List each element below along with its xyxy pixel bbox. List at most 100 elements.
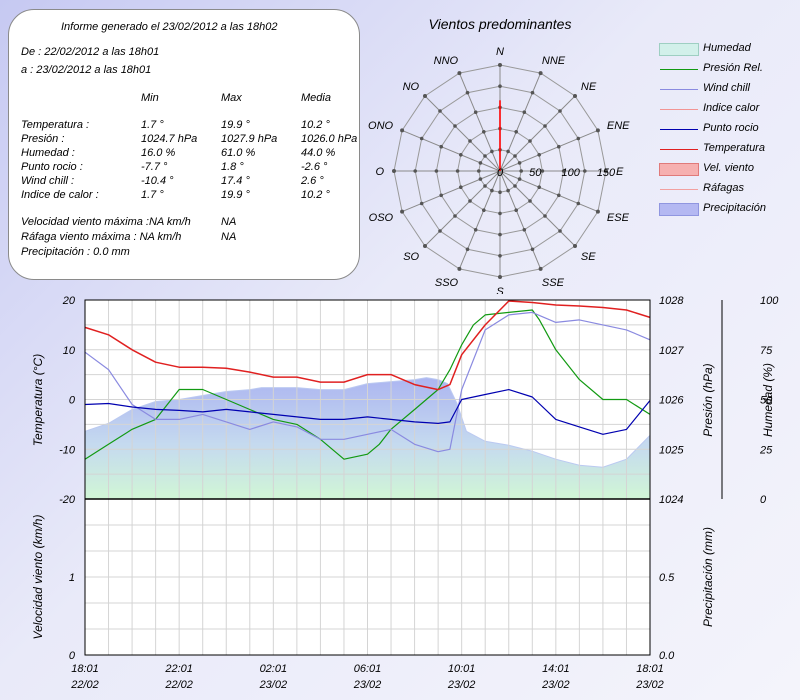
wind-rose-node xyxy=(561,169,566,173)
wind-rose-spoke xyxy=(499,170,542,270)
humidity-tick: 50 xyxy=(760,395,773,407)
temperature-tick: -10 xyxy=(59,444,76,456)
wind-direction-label: SSE xyxy=(542,277,565,289)
report-panel: Informe generado el 23/02/2012 a las 18h… xyxy=(8,9,360,280)
wind-rose-node xyxy=(528,199,532,203)
wind-rose-node xyxy=(438,229,442,233)
stats-label: Presión : xyxy=(21,133,65,145)
wind-rose-radial-tick: 50 xyxy=(529,167,542,179)
wind-rose-node xyxy=(482,208,486,212)
wind-rose-node xyxy=(459,185,463,189)
wind-rose-node xyxy=(423,94,427,98)
wind-rose-node xyxy=(498,63,502,67)
time-tick-label: 02:01 xyxy=(260,663,288,675)
date-tick-label: 23/02 xyxy=(353,679,382,691)
time-tick-label: 10:01 xyxy=(448,663,476,675)
stats-avg: 1026.0 hPa xyxy=(301,133,358,145)
wind-rose-node xyxy=(498,211,502,216)
stats-avg: -2.6 ° xyxy=(301,161,328,173)
legend-swatch xyxy=(660,69,698,70)
humidity-axis-title: Humedad (%) xyxy=(761,363,775,437)
wind-direction-label: O xyxy=(375,166,384,178)
wind-rose-node xyxy=(519,169,523,173)
pressure-tick: 1028 xyxy=(659,295,684,307)
wind-rose-node xyxy=(498,254,502,258)
legend-swatch xyxy=(659,203,699,216)
wind-direction-label: N xyxy=(496,46,504,58)
legend-swatch xyxy=(659,163,699,176)
wind-rose-node xyxy=(498,190,502,194)
wind-direction-label: E xyxy=(616,166,624,178)
wind-max-value: NA xyxy=(221,216,237,228)
series-line xyxy=(84,311,651,453)
legend-swatch xyxy=(660,189,698,190)
wind-rose-node xyxy=(595,209,600,214)
wind-rose-spoke xyxy=(499,170,576,247)
temperature-tick: 0 xyxy=(69,395,76,407)
wind-direction-label: NNE xyxy=(542,55,566,67)
wind-rose-node xyxy=(477,169,481,173)
legend-label: Presión Rel. xyxy=(703,62,763,74)
time-tick-label: 06:01 xyxy=(354,663,382,675)
wind-rose-node xyxy=(419,136,424,141)
wind-rose-node xyxy=(540,169,545,173)
wind-direction-label: NO xyxy=(403,81,420,93)
wind-rose-radial-tick: 0 xyxy=(497,167,504,179)
wind-rose-node xyxy=(514,130,518,134)
wind-rose-node xyxy=(498,275,502,279)
wind-direction-label: OSO xyxy=(369,212,394,224)
wind-direction-label: SSO xyxy=(435,277,459,289)
temperature-axis-title: Temperatura (°C) xyxy=(31,354,45,446)
wind-rose-node xyxy=(400,209,405,214)
wind-rose-node xyxy=(413,169,418,173)
wind-rose-node xyxy=(453,124,457,128)
legend-swatch xyxy=(660,89,698,90)
stats-min: 1.7 ° xyxy=(141,189,164,201)
stats-avg: 44.0 % xyxy=(301,147,336,159)
wind-rose-spoke xyxy=(499,129,599,172)
wind-rose-node xyxy=(453,214,457,218)
wind-rose-node xyxy=(490,149,494,154)
legend-label: Temperatura xyxy=(703,142,765,154)
gust-max-value: NA xyxy=(221,231,237,243)
wind-rose-node xyxy=(457,266,462,271)
wind-rose-node xyxy=(506,188,510,193)
wind-rose-node xyxy=(506,149,510,154)
wind-rose-node xyxy=(543,124,547,128)
pressure-tick: 1027 xyxy=(659,345,684,357)
wind-rose-node xyxy=(604,169,608,173)
pressure-axis-title: Presión (hPa) xyxy=(701,363,715,436)
legend-label: Punto rocio xyxy=(703,122,759,134)
legend-label: Precipitación xyxy=(703,202,766,214)
wind-rose-node xyxy=(576,136,581,141)
wind-tick: 1 xyxy=(69,572,75,584)
legend-label: Ráfagas xyxy=(703,182,744,194)
series-line xyxy=(84,389,651,435)
wind-rose-node xyxy=(392,169,396,173)
wind-rose-node xyxy=(558,109,562,113)
wind-rose-node xyxy=(455,169,460,173)
stats-min: 1.7 ° xyxy=(141,119,164,131)
wind-precip-plot: 100.50.018:0122/0222:0122/0202:0123/0206… xyxy=(69,498,675,691)
wind-axis-title: Velocidad viento (km/h) xyxy=(31,515,45,640)
wind-rose-node xyxy=(537,185,541,189)
wind-rose-node xyxy=(473,110,478,114)
wind-rose-node xyxy=(538,266,543,271)
legend-swatch xyxy=(659,43,699,56)
gust-max-label: Ráfaga viento máxima : NA km/h xyxy=(21,231,182,243)
wind-rose-node xyxy=(530,247,535,252)
stats-min: -10.4 ° xyxy=(141,175,174,187)
wind-tick: 0 xyxy=(69,650,76,662)
date-tick-label: 23/02 xyxy=(541,679,570,691)
legend-label: Vel. viento xyxy=(703,162,754,174)
col-max-header: Max xyxy=(221,92,242,104)
date-tick-label: 23/02 xyxy=(259,679,288,691)
stats-label: Temperatura : xyxy=(21,119,90,131)
humidity-tick: 0 xyxy=(760,494,767,506)
humidity-tick: 100 xyxy=(760,295,779,307)
legend-swatch xyxy=(660,109,698,110)
wind-rose-node xyxy=(513,184,517,188)
wind-rose-spoke xyxy=(499,95,576,172)
time-tick-label: 18:01 xyxy=(636,663,664,675)
temperature-tick: 20 xyxy=(62,295,76,307)
